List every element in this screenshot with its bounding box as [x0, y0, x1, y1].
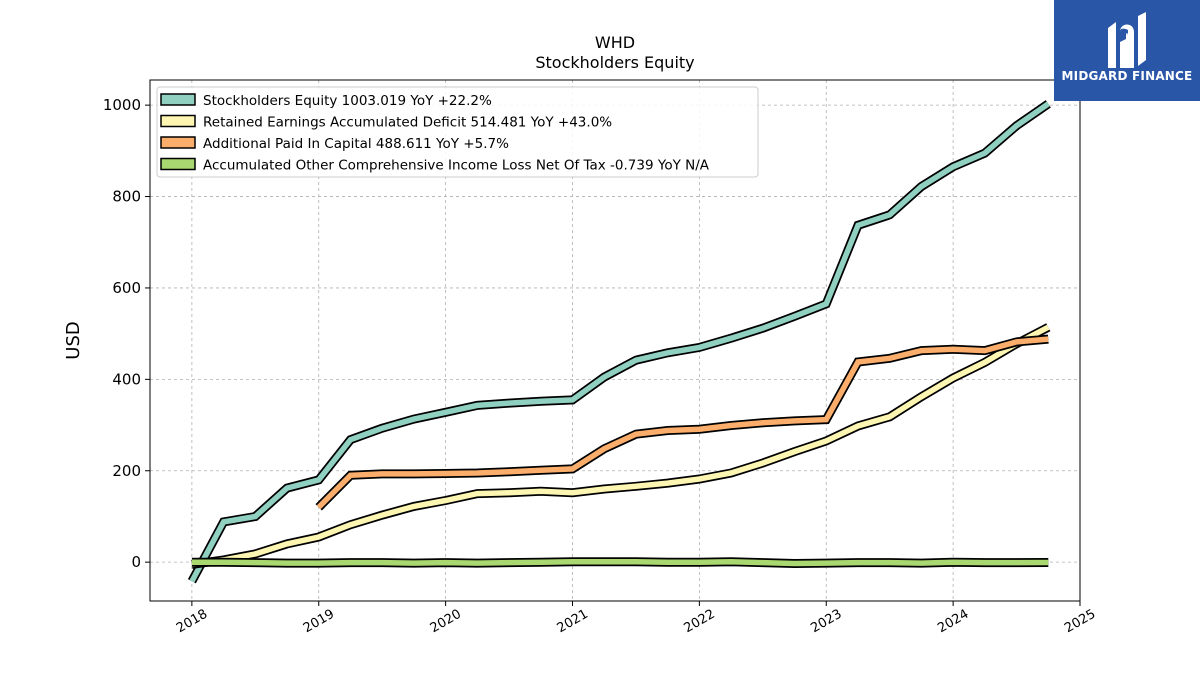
midgard-finance-logo: MIDGARD FINANCE: [1054, 0, 1200, 101]
x-tick-label: 2023: [808, 607, 844, 637]
legend-swatch: [160, 136, 196, 149]
chart-title: WHD: [595, 33, 635, 52]
y-axis-label: USD: [63, 321, 84, 359]
y-tick-label: 600: [112, 279, 141, 297]
series-1: [191, 323, 1051, 569]
legend-item: Accumulated Other Comprehensive Income L…: [160, 157, 710, 174]
x-tick-label: 2024: [935, 607, 971, 637]
series-group: [187, 100, 1051, 584]
y-tick-label: 0: [131, 553, 141, 571]
logo-text: MIDGARD FINANCE: [1061, 69, 1193, 83]
series-3: [191, 557, 1049, 569]
series-0: [187, 100, 1051, 584]
legend-label: Retained Earnings Accumulated Deficit 51…: [203, 115, 612, 131]
x-tick-label: 2025: [1062, 607, 1098, 637]
legend-item: Retained Earnings Accumulated Deficit 51…: [160, 114, 612, 131]
legend-item: Stockholders Equity 1003.019 YoY +22.2%: [160, 93, 492, 109]
midgard-logo-icon: [1108, 12, 1146, 68]
legend-swatch: [160, 114, 196, 128]
y-tick-label: 800: [112, 188, 141, 206]
series-line: [191, 558, 1049, 567]
y-tick-label: 200: [112, 462, 141, 480]
legend-item: Additional Paid In Capital 488.611 YoY +…: [160, 136, 509, 152]
legend-label: Stockholders Equity 1003.019 YoY +22.2%: [203, 93, 492, 109]
y-tick-label: 1000: [103, 96, 141, 114]
legend-label: Additional Paid In Capital 488.611 YoY +…: [203, 136, 509, 152]
x-tick-label: 2018: [174, 607, 210, 637]
chart-subtitle: Stockholders Equity: [535, 53, 694, 72]
legend-swatch: [160, 93, 196, 106]
x-tick-label: 2022: [682, 607, 718, 637]
x-tick-label: 2019: [301, 607, 337, 637]
plot-frame: [149, 79, 1081, 602]
x-tick-label: 2021: [555, 607, 591, 637]
legend-swatch: [160, 157, 196, 171]
y-tick-label: 400: [112, 370, 141, 388]
legend-box: [156, 86, 759, 178]
series-line: [191, 324, 1050, 568]
series-line: [316, 336, 1049, 510]
legend: Stockholders Equity 1003.019 YoY +22.2% R…: [156, 86, 759, 178]
x-tick-label: 2020: [428, 607, 464, 637]
series-2: [315, 334, 1049, 511]
series-line: [189, 101, 1050, 583]
legend-label: Accumulated Other Comprehensive Income L…: [203, 158, 710, 174]
